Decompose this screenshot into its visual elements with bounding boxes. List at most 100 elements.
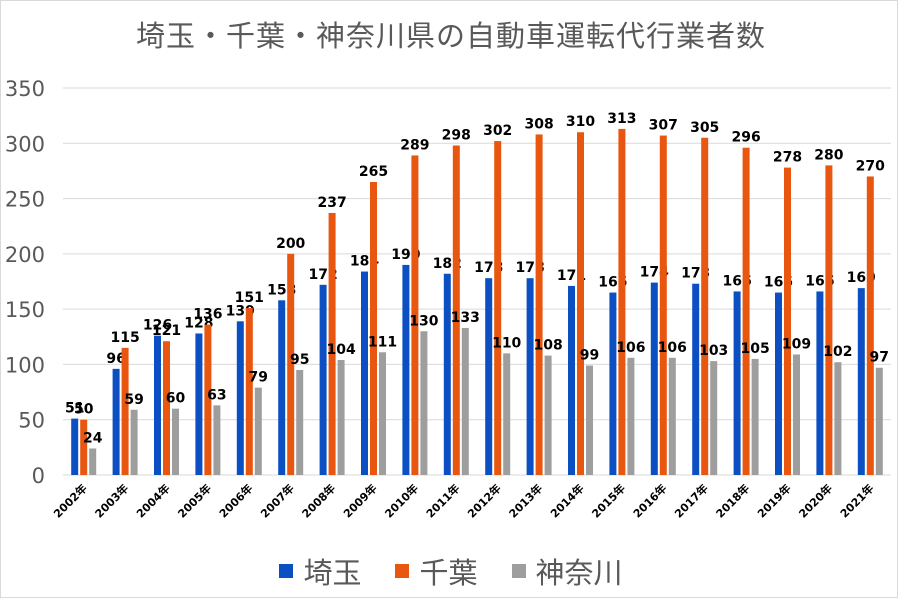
bar	[627, 357, 635, 475]
data-label: 110	[492, 335, 521, 351]
bar	[701, 137, 709, 475]
x-tick-label: 2006年	[216, 481, 255, 520]
data-label: 115	[110, 330, 139, 346]
y-tick-label: 300	[5, 132, 45, 156]
data-label: 270	[856, 158, 885, 174]
data-label: 121	[152, 323, 181, 339]
bar	[733, 291, 741, 475]
data-label: 151	[235, 290, 264, 306]
y-tick-label: 150	[5, 298, 45, 322]
x-tick-label: 2019年	[754, 481, 793, 520]
bar	[112, 368, 120, 475]
data-label: 108	[533, 338, 562, 354]
bar	[361, 271, 368, 475]
bar	[461, 327, 469, 475]
x-tick-label: 2004年	[133, 481, 172, 520]
x-tick-label: 2016年	[630, 481, 669, 520]
bar	[328, 212, 336, 475]
bar	[213, 405, 221, 475]
x-tick-label: 2011年	[423, 481, 462, 520]
data-label: 308	[524, 116, 553, 132]
data-label: 60	[166, 391, 186, 407]
bar	[71, 418, 79, 475]
x-tick-label: 2002年	[50, 481, 89, 520]
data-label: 298	[442, 127, 471, 143]
bar	[443, 273, 451, 475]
bar	[80, 419, 88, 475]
bar	[236, 321, 244, 475]
legend-swatch-kanagawa	[511, 564, 526, 578]
data-label: 95	[290, 352, 309, 368]
x-tick-label: 2009年	[340, 481, 379, 520]
x-tick-label: 2008年	[299, 481, 338, 520]
bar	[296, 369, 304, 475]
data-label: 59	[124, 392, 143, 408]
data-label: 307	[649, 118, 678, 134]
bar	[568, 285, 575, 475]
bar	[650, 282, 658, 475]
data-label: 97	[870, 350, 889, 366]
bar	[172, 408, 179, 475]
bar	[793, 354, 800, 475]
bar	[121, 347, 129, 475]
bar	[784, 167, 791, 475]
bar	[379, 352, 386, 475]
legend-item-saitama: 埼玉	[279, 550, 361, 592]
bar	[586, 365, 593, 475]
x-tick-label: 2012年	[464, 481, 503, 520]
bar	[130, 409, 138, 475]
legend-label-kanagawa: 神奈川	[535, 556, 623, 590]
data-label: 106	[658, 340, 687, 356]
x-tick-label: 2018年	[713, 481, 752, 520]
data-label: 278	[773, 150, 802, 166]
data-label: 126	[143, 318, 172, 334]
data-label: 280	[814, 147, 843, 163]
x-tick-label: 2005年	[175, 481, 214, 520]
legend-item-kanagawa: 神奈川	[511, 550, 623, 592]
bar	[154, 335, 161, 475]
bar	[659, 135, 667, 475]
data-label: 103	[699, 343, 728, 359]
x-tick-label: 2013年	[506, 481, 545, 520]
y-tick-label: 250	[5, 188, 45, 212]
bar	[535, 134, 543, 475]
bar	[742, 147, 750, 476]
bar	[577, 132, 584, 475]
data-label: 111	[368, 334, 397, 350]
data-label: 102	[823, 344, 852, 360]
bar	[287, 253, 295, 475]
bar	[857, 288, 865, 475]
bar	[775, 292, 782, 475]
bar	[319, 284, 327, 475]
bar	[420, 331, 428, 475]
data-label: 24	[83, 430, 103, 446]
x-tick-label: 2003年	[92, 481, 131, 520]
bar	[816, 291, 824, 475]
y-tick-label: 350	[5, 77, 45, 101]
x-tick-label: 2017年	[671, 481, 710, 520]
bar	[370, 181, 377, 475]
legend-item-chiba: 千葉	[395, 550, 478, 592]
x-tick-label: 2014年	[547, 481, 586, 520]
y-tick-label: 100	[5, 353, 45, 377]
data-label: 133	[451, 310, 480, 326]
bar	[402, 264, 410, 475]
bar	[875, 367, 883, 475]
data-label: 63	[207, 387, 226, 403]
data-label: 313	[607, 111, 636, 127]
data-label: 96	[106, 351, 125, 367]
bar	[337, 360, 345, 475]
bar	[751, 358, 759, 475]
data-label: 99	[580, 348, 599, 364]
bar	[526, 278, 534, 475]
data-label: 51	[65, 401, 84, 417]
bar	[710, 361, 718, 475]
x-tick-label: 2015年	[589, 481, 628, 520]
bar	[204, 324, 212, 475]
bar	[254, 387, 262, 475]
data-label: 104	[326, 342, 355, 358]
y-tick-label: 0	[32, 464, 45, 488]
bar	[485, 278, 493, 475]
bar	[494, 141, 502, 475]
